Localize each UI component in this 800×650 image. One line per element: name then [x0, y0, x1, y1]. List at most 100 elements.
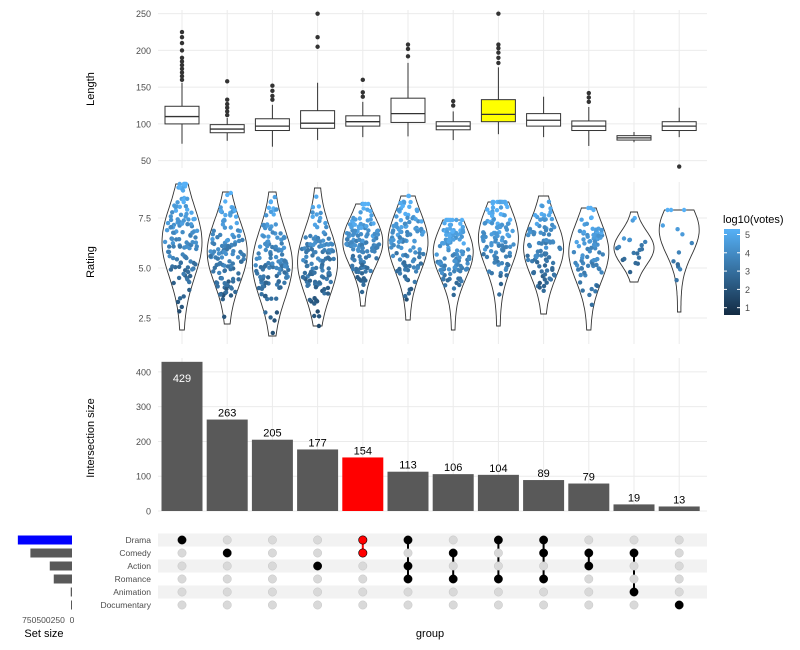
rating-point — [306, 282, 311, 287]
rating-point — [177, 204, 182, 209]
rating-point — [579, 217, 584, 222]
length-outlier — [225, 101, 230, 107]
rating-point — [550, 266, 555, 271]
rating-point — [322, 291, 327, 296]
length-outlier — [179, 48, 185, 53]
rating-point — [268, 315, 273, 320]
rating-point — [358, 278, 363, 283]
bar-tick-label: 100 — [136, 472, 151, 482]
length-outlier — [405, 42, 411, 47]
rating-point — [581, 237, 586, 242]
rating-point — [544, 268, 550, 273]
rating-point — [534, 255, 539, 260]
rating-violin — [432, 219, 474, 331]
rating-point — [257, 244, 263, 249]
rating-point — [331, 256, 336, 262]
rating-point — [184, 211, 189, 217]
rating-point — [415, 208, 420, 214]
rating-point — [325, 291, 331, 296]
rating-point — [578, 272, 583, 278]
matrix-dot-empty — [267, 535, 277, 545]
length-outlier — [496, 42, 501, 47]
rating-point — [185, 265, 191, 270]
length-outlier — [179, 40, 185, 46]
rating-point — [330, 249, 336, 254]
rating-point — [277, 271, 282, 276]
rating-point — [368, 217, 373, 222]
rating-point — [419, 226, 424, 232]
bar-tick-label: 200 — [136, 437, 151, 447]
rating-point — [407, 263, 412, 269]
matrix-dot-empty — [629, 574, 639, 584]
rating-point — [364, 240, 369, 245]
matrix-row-band — [158, 559, 707, 573]
rating-point — [186, 217, 191, 222]
matrix-dot-empty — [177, 587, 187, 597]
matrix-dot-filled — [674, 600, 684, 610]
rating-point — [365, 207, 370, 212]
rating-point — [218, 292, 223, 297]
rating-point — [358, 210, 363, 215]
rating-point — [173, 204, 178, 210]
rating-point — [493, 250, 499, 255]
intersection-bar-label: 263 — [218, 408, 236, 420]
rating-point — [502, 245, 507, 250]
intersection-bar-label: 104 — [489, 463, 507, 475]
rating-point — [238, 259, 244, 264]
rating-point — [465, 261, 470, 266]
rating-point — [460, 224, 465, 230]
matrix-dot-filled — [358, 548, 368, 558]
rating-point — [235, 255, 241, 260]
length-tick-label: 250 — [136, 9, 151, 19]
rating-point — [171, 230, 176, 235]
rating-point — [226, 279, 231, 284]
rating-point — [330, 242, 335, 247]
rating-point — [185, 196, 190, 201]
rating-point — [534, 221, 540, 227]
matrix-dot-empty — [313, 587, 322, 597]
matrix-dot-empty — [584, 535, 594, 545]
rating-point — [481, 238, 486, 244]
length-outlier — [496, 60, 501, 66]
length-outlier — [225, 79, 230, 84]
rating-point — [390, 253, 396, 259]
matrix-dot-empty — [403, 587, 413, 597]
rating-point — [326, 266, 331, 271]
rating-point — [165, 220, 171, 226]
rating-point — [450, 229, 455, 234]
rating-point — [194, 228, 200, 233]
rating-point — [458, 263, 463, 269]
rating-point — [164, 228, 170, 233]
rating-point — [171, 280, 176, 286]
rating-point — [365, 232, 370, 237]
rating-point — [596, 233, 601, 238]
matrix-dot-filled — [313, 561, 322, 571]
length-outlier — [225, 112, 230, 118]
rating-point — [232, 242, 237, 247]
rating-point — [505, 204, 510, 210]
matrix-dot-empty — [584, 587, 594, 597]
rating-point — [451, 292, 456, 298]
rating-point — [276, 259, 281, 264]
rating-point — [358, 221, 363, 227]
rating-point — [527, 243, 532, 249]
rating-point — [263, 247, 268, 253]
rating-point — [447, 237, 452, 242]
rating-point — [540, 203, 545, 209]
matrix-dot-empty — [177, 561, 187, 571]
rating-point — [549, 216, 555, 222]
rating-point — [322, 287, 327, 292]
rating-point — [208, 249, 213, 254]
rating-point — [590, 261, 595, 266]
length-outlier — [225, 105, 230, 110]
rating-point — [488, 249, 494, 254]
length-outlier — [225, 109, 230, 114]
rating-point — [219, 276, 224, 281]
rating-point — [507, 244, 513, 249]
rating-point — [499, 261, 505, 266]
length-outlier — [360, 77, 365, 83]
rating-point — [327, 257, 333, 262]
rating-point — [404, 277, 409, 282]
rating-point — [221, 249, 227, 255]
length-outlier — [270, 97, 275, 102]
